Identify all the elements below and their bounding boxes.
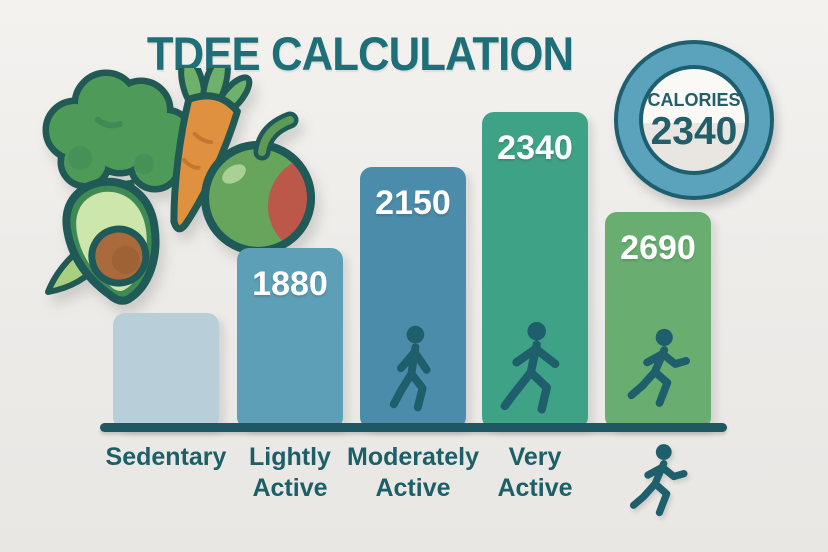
vegetables-illustration: [42, 68, 315, 305]
label-line: Active: [252, 473, 328, 502]
xaxis-label-lightly-active: Lightly Active: [205, 442, 375, 503]
label-line: Very: [508, 443, 562, 471]
avocado-icon: [62, 177, 160, 305]
bar-value-very-active: 2340: [497, 129, 573, 167]
label-line: Active: [375, 473, 451, 502]
bar-moderately-active: 2150: [360, 167, 466, 429]
calories-badge-face: CALORIES 2340: [639, 65, 749, 175]
bar-very-active: 2340: [482, 112, 588, 429]
badge-label: CALORIES: [647, 89, 741, 110]
bar-value-moderately-active: 2150: [375, 184, 451, 222]
badge-value: 2340: [650, 109, 738, 153]
bar-running: 2690: [605, 212, 711, 429]
label-line: Sedentary: [105, 443, 227, 471]
label-line: Lightly: [249, 443, 331, 471]
carrot-icon: [170, 68, 253, 233]
bar-sedentary: [113, 313, 219, 429]
running-person-icon: [622, 438, 694, 528]
bar-value-lightly-active: 1880: [252, 265, 328, 303]
xaxis-label-moderately-active: Moderately Active: [328, 442, 498, 503]
bar-lightly-active: 1880: [237, 248, 343, 429]
tomato-icon: [201, 111, 315, 255]
walking-person-icon: [377, 321, 449, 417]
xaxis-label-very-active: Very Active: [450, 442, 620, 503]
running-person-icon: [619, 325, 697, 417]
striding-person-icon: [493, 319, 577, 419]
xaxis-label-sedentary: Sedentary: [81, 442, 251, 473]
bar-value-running: 2690: [620, 229, 696, 267]
label-line: Moderately: [347, 443, 479, 471]
axis-baseline: [100, 423, 727, 432]
label-line: Active: [497, 473, 573, 502]
calories-badge: CALORIES 2340: [614, 40, 774, 200]
